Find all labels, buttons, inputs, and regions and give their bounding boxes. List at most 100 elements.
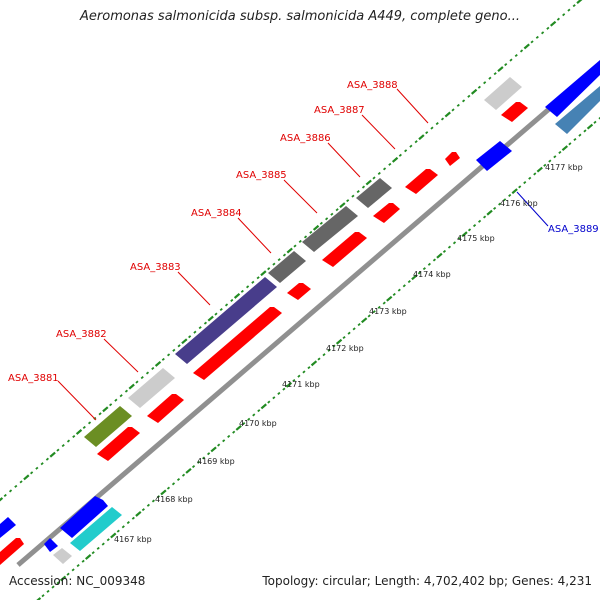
feature-arrow[interactable] — [373, 203, 400, 223]
minor-tick — [461, 99, 466, 103]
feature-arrow[interactable] — [97, 427, 140, 461]
minor-tick — [135, 380, 139, 384]
ruler-label: 4175 kbp — [457, 234, 495, 243]
major-tick — [135, 511, 142, 517]
minor-tick — [578, 133, 582, 137]
minor-tick — [252, 413, 256, 417]
minor-tick — [598, 116, 600, 120]
gene-label-asa-3881[interactable]: ASA_3881 — [8, 373, 59, 384]
minor-tick — [493, 206, 497, 210]
minor-tick — [456, 103, 460, 107]
major-tick — [75, 429, 83, 435]
major-tick — [0, 497, 4, 502]
minor-tick — [198, 326, 202, 330]
gene-label-asa-3888[interactable]: ASA_3888 — [347, 80, 398, 91]
minor-tick — [325, 217, 329, 221]
feature-arrow[interactable] — [405, 169, 438, 194]
minor-tick — [161, 357, 165, 361]
feature-block[interactable] — [484, 77, 522, 110]
feature-block[interactable] — [268, 251, 306, 283]
feature-block[interactable] — [555, 86, 600, 134]
feature-block[interactable] — [545, 60, 600, 117]
gene-label-asa-3889[interactable]: ASA_3889 — [548, 224, 599, 235]
feature-arrow-reverse[interactable] — [44, 538, 58, 552]
gene-label-asa-3884[interactable]: ASA_3884 — [191, 208, 242, 219]
feature-block[interactable] — [356, 178, 392, 208]
minor-tick — [106, 538, 110, 542]
minor-tick — [188, 335, 192, 339]
minor-tick — [488, 76, 492, 80]
minor-tick — [319, 221, 323, 225]
major-tick — [418, 134, 425, 141]
major-tick — [286, 247, 293, 254]
minor-tick — [322, 353, 326, 357]
feature-arrow[interactable] — [501, 102, 528, 122]
gene-label-asa-3887[interactable]: ASA_3887 — [314, 105, 365, 116]
minor-tick — [398, 153, 402, 157]
ruler-label: 4172 kbp — [326, 344, 364, 353]
feature-block[interactable] — [175, 277, 277, 364]
minor-tick — [219, 307, 223, 312]
minor-tick — [292, 378, 296, 383]
major-tick — [285, 381, 293, 388]
minor-tick — [356, 190, 360, 194]
feature-arrow[interactable] — [193, 307, 282, 380]
minor-tick — [207, 452, 211, 456]
major-tick — [181, 338, 188, 345]
gene-label-asa-3882[interactable]: ASA_3882 — [56, 329, 107, 340]
feature-block[interactable] — [302, 206, 358, 252]
minor-tick — [14, 484, 18, 488]
label-leaders — [57, 88, 549, 421]
minor-tick — [131, 516, 135, 520]
minor-tick — [352, 327, 356, 331]
major-tick — [233, 292, 241, 299]
feature-arrow-reverse[interactable] — [0, 517, 16, 538]
minor-tick — [66, 572, 70, 576]
major-tick — [411, 274, 418, 281]
ruler-label: 4177 kbp — [545, 163, 583, 172]
feature-block[interactable] — [70, 507, 122, 551]
ruler-label: 4170 kbp — [239, 419, 277, 428]
minor-tick — [409, 144, 413, 148]
feature-arrow-reverse[interactable] — [60, 496, 108, 538]
minor-tick — [397, 288, 401, 292]
feature-arrow[interactable] — [147, 394, 184, 423]
major-tick — [312, 224, 320, 231]
minor-tick — [45, 457, 49, 461]
gene-label-asa-3886[interactable]: ASA_3886 — [280, 133, 331, 144]
minor-tick — [193, 330, 197, 334]
minor-tick — [214, 312, 218, 316]
minor-tick — [56, 581, 60, 585]
major-tick — [102, 406, 109, 413]
major-tick — [486, 209, 493, 216]
minor-tick — [282, 253, 287, 257]
minor-tick — [35, 466, 39, 470]
feature-arrow[interactable] — [0, 538, 24, 565]
minor-tick — [151, 366, 155, 370]
feature-arrow[interactable] — [287, 283, 311, 300]
major-tick — [523, 43, 530, 50]
minor-tick — [442, 249, 447, 253]
minor-tick — [425, 131, 429, 135]
feature-arrow[interactable] — [322, 232, 367, 267]
minor-tick — [357, 323, 361, 327]
major-tick — [110, 532, 117, 539]
feature-block[interactable] — [53, 548, 72, 564]
gene-label-asa-3885[interactable]: ASA_3885 — [236, 170, 287, 181]
minor-tick — [402, 284, 406, 288]
gene-label-asa-3883[interactable]: ASA_3883 — [130, 262, 181, 273]
feature-arrow[interactable] — [445, 152, 460, 166]
minor-tick — [427, 262, 431, 266]
feature-block[interactable] — [128, 368, 175, 408]
minor-tick — [181, 473, 186, 477]
minor-tick — [166, 486, 171, 490]
minor-tick — [327, 348, 331, 352]
major-tick — [310, 360, 318, 367]
minor-tick — [377, 171, 381, 175]
feature-arrow-reverse[interactable] — [476, 141, 512, 171]
minor-tick — [477, 219, 482, 223]
feature-block[interactable] — [84, 406, 132, 447]
minor-tick — [392, 292, 396, 296]
minor-tick — [514, 53, 518, 58]
